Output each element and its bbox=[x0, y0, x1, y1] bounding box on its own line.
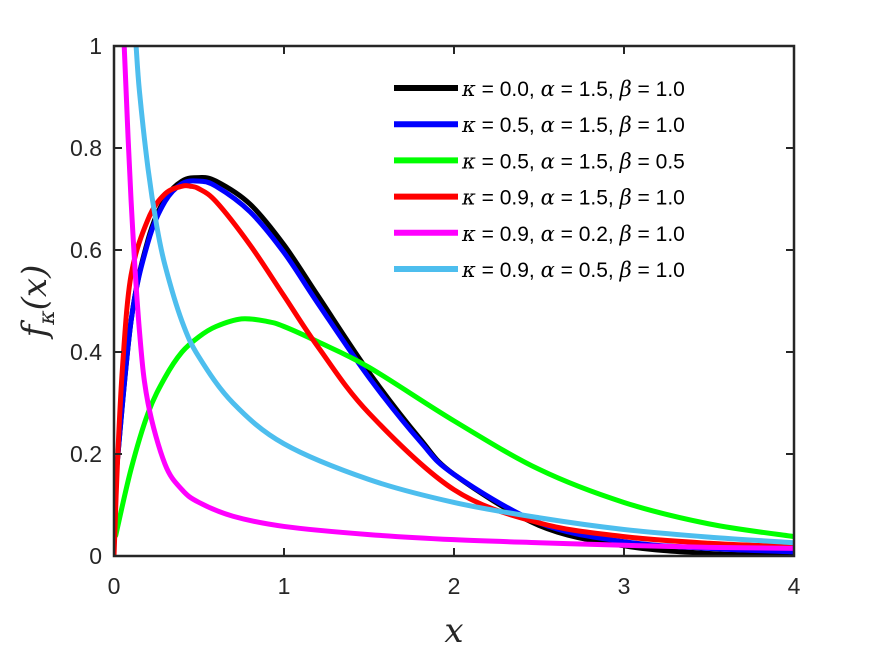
legend-value: = 1.5, bbox=[555, 187, 620, 210]
legend-value: = 0.5, bbox=[476, 114, 541, 137]
series-line-6 bbox=[133, 46, 794, 546]
legend-item: κ = 0.0, α = 1.5, β = 1.0 bbox=[394, 77, 685, 101]
legend-item: κ = 0.9, α = 0.2, β = 1.0 bbox=[394, 222, 685, 246]
legend-value: = 0.5 bbox=[632, 150, 685, 173]
legend-symbol: α bbox=[541, 77, 555, 101]
legend-value: = 1.0 bbox=[632, 259, 685, 282]
legend-label: κ = 0.5, α = 1.5, β = 1.0 bbox=[461, 113, 685, 137]
legend-symbol: β bbox=[619, 222, 632, 246]
legend-symbol: κ bbox=[461, 222, 476, 246]
legend-value: = 0.0, bbox=[476, 78, 541, 101]
y-tick-label: 1 bbox=[89, 33, 102, 59]
x-tick-label: 2 bbox=[448, 573, 461, 599]
legend-item: κ = 0.5, α = 1.5, β = 1.0 bbox=[394, 113, 685, 137]
legend-symbol: κ bbox=[461, 258, 476, 282]
series-line-3 bbox=[114, 316, 794, 540]
series-line-4 bbox=[114, 183, 794, 556]
legend-value: = 1.0 bbox=[632, 114, 685, 137]
legend-value: = 0.9, bbox=[476, 187, 541, 210]
y-tick-label: 0.4 bbox=[70, 339, 102, 365]
legend-symbol: β bbox=[619, 113, 632, 137]
legend-value: = 1.5, bbox=[555, 150, 620, 173]
legend-label: κ = 0.5, α = 1.5, β = 0.5 bbox=[461, 149, 685, 173]
legend-symbol: α bbox=[541, 186, 555, 210]
legend-value: = 1.0 bbox=[632, 187, 685, 210]
x-tick-label: 1 bbox=[278, 573, 291, 599]
y-tick-label: 0.8 bbox=[70, 135, 102, 161]
legend-symbol: κ bbox=[461, 186, 476, 210]
series-line-5 bbox=[121, 46, 794, 551]
legend-label: κ = 0.0, α = 1.5, β = 1.0 bbox=[461, 77, 685, 101]
legend-symbol: κ bbox=[461, 149, 476, 173]
series-layer bbox=[114, 46, 794, 556]
x-tick-label: 3 bbox=[618, 573, 631, 599]
y-tick-label: 0.6 bbox=[70, 237, 102, 263]
x-tick-label: 0 bbox=[108, 573, 121, 599]
legend: κ = 0.0, α = 1.5, β = 1.0κ = 0.5, α = 1.… bbox=[394, 77, 685, 282]
x-tick-label: 4 bbox=[788, 573, 801, 599]
legend-value: = 1.0 bbox=[632, 78, 685, 101]
legend-value: = 0.9, bbox=[476, 259, 541, 282]
y-axis-label: fκ(x) bbox=[15, 265, 60, 341]
legend-label: κ = 0.9, α = 1.5, β = 1.0 bbox=[461, 186, 685, 210]
legend-value: = 1.0 bbox=[632, 223, 685, 246]
legend-symbol: α bbox=[541, 222, 555, 246]
x-axis-label: x bbox=[444, 611, 463, 651]
legend-symbol: α bbox=[541, 113, 555, 137]
legend-value: = 0.5, bbox=[476, 150, 541, 173]
legend-symbol: β bbox=[619, 77, 632, 101]
legend-symbol: β bbox=[619, 186, 632, 210]
legend-value: = 1.5, bbox=[555, 114, 620, 137]
legend-symbol: α bbox=[541, 149, 555, 173]
series-line-2 bbox=[114, 178, 794, 555]
y-axis-label-sub: κ bbox=[35, 310, 60, 326]
y-axis-label-arg: (x) bbox=[15, 265, 55, 311]
legend-item: κ = 0.9, α = 0.5, β = 1.0 bbox=[394, 258, 685, 282]
legend-item: κ = 0.5, α = 1.5, β = 0.5 bbox=[394, 149, 685, 173]
legend-value: = 0.9, bbox=[476, 223, 541, 246]
legend-item: κ = 0.9, α = 1.5, β = 1.0 bbox=[394, 186, 685, 210]
legend-value: = 0.2, bbox=[555, 223, 620, 246]
legend-value: = 0.5, bbox=[555, 259, 620, 282]
legend-symbol: κ bbox=[461, 77, 476, 101]
legend-symbol: β bbox=[619, 258, 632, 282]
axes-layer: 0 1 2 3 4 0 0.2 0.4 0.6 0.8 1 bbox=[70, 33, 801, 599]
y-tick-label: 0.2 bbox=[70, 441, 102, 467]
legend-value: = 1.5, bbox=[555, 78, 620, 101]
y-tick-label: 0 bbox=[89, 543, 102, 569]
legend-label: κ = 0.9, α = 0.5, β = 1.0 bbox=[461, 258, 685, 282]
legend-symbol: α bbox=[541, 258, 555, 282]
legend-label: κ = 0.9, α = 0.2, β = 1.0 bbox=[461, 222, 685, 246]
legend-symbol: β bbox=[619, 149, 632, 173]
legend-symbol: κ bbox=[461, 113, 476, 137]
